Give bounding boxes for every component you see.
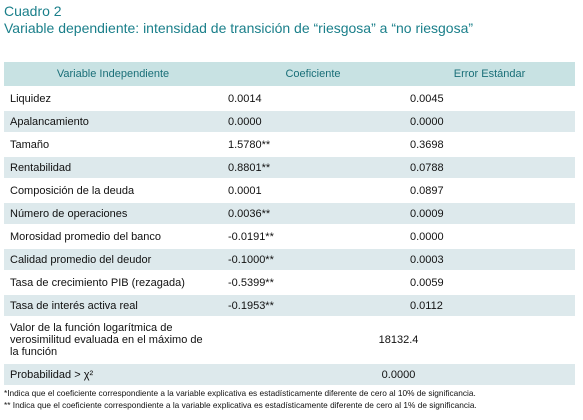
table-cell: 18132.4: [222, 317, 575, 364]
table-row: Morosidad promedio del banco -0.0191** 0.0…: [4, 225, 575, 249]
footnotes: *Indica que el coeficiente correspondien…: [4, 387, 477, 411]
table-cell: Rentabilidad: [4, 156, 222, 180]
table-row: Rentabilidad 0.8801** 0.0788: [4, 156, 575, 180]
table-cell: 0.0036**: [222, 202, 404, 226]
table-cell: 1.5780**: [222, 133, 404, 157]
table-row: Número de operaciones 0.0036** 0.0009: [4, 202, 575, 226]
table-cell: Tamaño: [4, 133, 222, 157]
header-cell: Coeficiente: [222, 62, 404, 88]
table-cell: 0.0014: [222, 87, 404, 111]
table-cell: Tasa de interés activa real: [4, 294, 222, 318]
table-cell: 0.0000: [404, 110, 575, 134]
table-cell: Probabilidad > χ²: [4, 363, 222, 387]
table-cell: Valor de la función logarítmica de veros…: [4, 317, 222, 364]
title: Cuadro 2: [4, 3, 62, 19]
table-cell: 0.0000: [404, 225, 575, 249]
table-cell: 0.0788: [404, 156, 575, 180]
subtitle: Variable dependiente: intensidad de tran…: [4, 20, 474, 36]
table-cell: -0.5399**: [222, 271, 404, 295]
table-cell: 0.3698: [404, 133, 575, 157]
header-cell: Error Estándar: [404, 62, 575, 88]
table-cell: 0.8801**: [222, 156, 404, 180]
table-cell: Calidad promedio del deudor: [4, 248, 222, 272]
table-cell: 0.0897: [404, 179, 575, 203]
table-cell: Composición de la deuda: [4, 179, 222, 203]
table-row: Valor de la función logarítmica de veros…: [4, 317, 575, 364]
header-row: Variable Independiente Coeficiente Error E…: [4, 62, 575, 88]
table-cell: 0.0045: [404, 87, 575, 111]
table-cell: -0.0191**: [222, 225, 404, 249]
table-cell: -0.1953**: [222, 294, 404, 318]
table-row: Apalancamiento 0.0000 0.0000: [4, 110, 575, 134]
table-cell: -0.1000**: [222, 248, 404, 272]
table-cell: 0.0000: [222, 363, 575, 387]
table-row: Tasa de crecimiento PIB (rezagada) -0.539…: [4, 271, 575, 295]
table-cell: Liquidez: [4, 87, 222, 111]
table-cell: 0.0059: [404, 271, 575, 295]
table-row: Tasa de interés activa real -0.1953** 0.01…: [4, 294, 575, 318]
table-row: Composición de la deuda 0.0001 0.0897: [4, 179, 575, 203]
table-row: Probabilidad > χ² 0.0000: [4, 363, 575, 387]
table-row: Liquidez 0.0014 0.0045: [4, 87, 575, 111]
table-cell: Número de operaciones: [4, 202, 222, 226]
footnote: *Indica que el coeficiente correspondien…: [4, 388, 476, 398]
table-cell: Tasa de crecimiento PIB (rezagada): [4, 271, 222, 295]
table-cell: 0.0001: [222, 179, 404, 203]
table-row: Tamaño 1.5780** 0.3698: [4, 133, 575, 157]
table-row: Calidad promedio del deudor -0.1000** 0.00…: [4, 248, 575, 272]
table: Variable Independiente Coeficiente Error E…: [4, 62, 575, 387]
table-cell: Morosidad promedio del banco: [4, 225, 222, 249]
table-cell: 0.0009: [404, 202, 575, 226]
table-cell: Apalancamiento: [4, 110, 222, 134]
table-cell: 0.0112: [404, 294, 575, 318]
table-cell: 0.0003: [404, 248, 575, 272]
header-cell: Variable Independiente: [4, 62, 222, 88]
table-cell: 0.0000: [222, 110, 404, 134]
footnote: ** Indica que el coeficiente correspondi…: [4, 400, 477, 410]
